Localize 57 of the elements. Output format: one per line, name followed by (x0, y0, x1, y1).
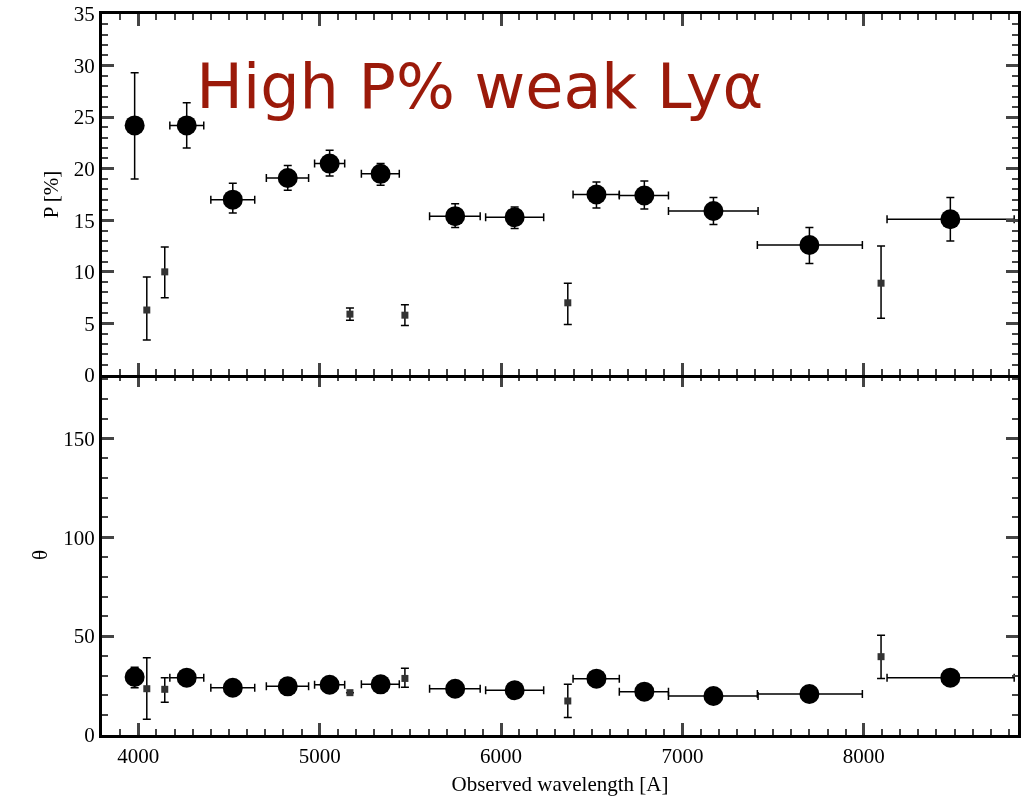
text: High P% weak Lyα (196, 49, 764, 123)
point (222, 677, 243, 698)
point (564, 299, 572, 307)
x-tick-label: 4000 (117, 744, 160, 769)
point (401, 674, 409, 682)
point (401, 311, 409, 319)
y-tick-label: 10 (73, 260, 95, 285)
point (370, 674, 391, 695)
x-tick-label: 6000 (480, 744, 523, 769)
y-tick-label: 5 (84, 311, 95, 336)
point (161, 685, 169, 693)
x-axis-title: Observed wavelength [A] (451, 772, 669, 797)
y-tick-label: 150 (63, 426, 95, 451)
x-tick-label: 5000 (298, 744, 341, 769)
y-tick-label: 25 (73, 105, 95, 130)
y-tick-label: 0 (84, 363, 95, 388)
x-tick-label: 8000 (842, 744, 885, 769)
point (877, 279, 885, 287)
y-tick-label: 100 (63, 525, 95, 550)
point (143, 306, 151, 314)
point (370, 163, 391, 184)
y-tick-label: 50 (73, 624, 95, 649)
point (176, 115, 197, 136)
point (222, 189, 243, 210)
y-tick-label: 20 (73, 157, 95, 182)
point (124, 667, 145, 688)
point (586, 184, 607, 205)
point (319, 674, 340, 695)
point (586, 668, 607, 689)
point (799, 684, 820, 705)
point (277, 168, 298, 188)
y-axis-title: P [%] (38, 170, 63, 219)
point (143, 685, 151, 693)
point (504, 207, 525, 228)
point (445, 678, 466, 699)
point (703, 686, 724, 707)
point (940, 209, 961, 230)
point (564, 697, 572, 705)
point (319, 153, 340, 174)
point (634, 681, 655, 702)
y-axis-title: θ (28, 549, 53, 561)
x-tick-label: 7000 (661, 744, 704, 769)
point (161, 268, 169, 276)
point (124, 115, 145, 136)
point (504, 680, 525, 701)
y-tick-label: 35 (73, 2, 95, 27)
point (634, 185, 655, 206)
y-tick-label: 15 (73, 208, 95, 233)
point (877, 653, 885, 661)
point (277, 676, 298, 697)
point (940, 667, 961, 688)
y-tick-label: 30 (73, 53, 95, 78)
point (176, 667, 197, 688)
point (703, 201, 724, 221)
point (799, 235, 820, 256)
y-tick-label: 0 (84, 723, 95, 748)
point (445, 206, 466, 227)
